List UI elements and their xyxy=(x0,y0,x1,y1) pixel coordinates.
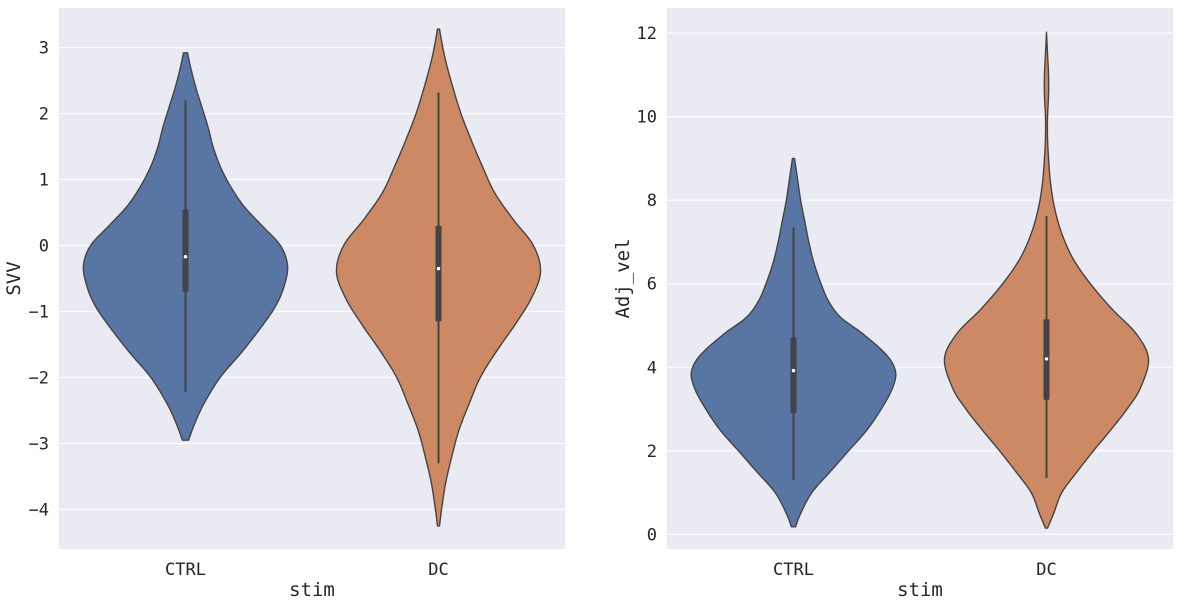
y-tick-label: 1 xyxy=(39,171,49,191)
x-tick-label: DC xyxy=(1036,560,1056,580)
violin-dc xyxy=(335,28,542,527)
x-tick-label: CTRL xyxy=(773,560,814,580)
y-tick-label: 2 xyxy=(647,442,657,462)
violin-median xyxy=(791,368,796,373)
violin-median xyxy=(436,266,441,271)
y-tick-label: 0 xyxy=(647,525,657,545)
y-tick-label: 3 xyxy=(39,39,49,59)
violin-iqr-box xyxy=(790,337,797,414)
violin-ctrl xyxy=(690,157,897,528)
y-axis-label: SVV xyxy=(3,261,25,295)
plot-background xyxy=(667,8,1173,549)
violin-dc xyxy=(943,31,1150,529)
subplot-1: −4 −3 −2 −1 0 1 2 3 CTRL DC stim SVV xyxy=(3,8,565,601)
y-tick-label: 12 xyxy=(637,24,657,44)
y-tick-label: −3 xyxy=(29,434,49,454)
violin-median xyxy=(1044,357,1049,361)
y-tick-label: 10 xyxy=(637,108,657,128)
y-tick-label: −4 xyxy=(29,500,49,520)
y-tick-label: 4 xyxy=(647,358,657,378)
violin-iqr-box xyxy=(435,225,442,322)
y-tick-label: −2 xyxy=(29,368,49,388)
violin-ctrl xyxy=(82,52,289,441)
subplot-2: 0 2 4 6 8 10 12 CTRL DC stim Adj_vel xyxy=(612,8,1173,601)
x-tick-label: DC xyxy=(428,560,448,580)
x-tick-label: CTRL xyxy=(165,560,206,580)
violin-median xyxy=(183,255,188,259)
y-tick-label: 0 xyxy=(39,237,49,257)
y-tick-label: 8 xyxy=(647,191,657,211)
y-axis-label: Adj_vel xyxy=(612,238,634,318)
x-axis-label: stim xyxy=(289,579,335,601)
violin-iqr-box xyxy=(182,209,189,292)
y-tick-label: 6 xyxy=(647,275,657,295)
y-tick-label: 2 xyxy=(39,105,49,125)
x-axis-label: stim xyxy=(897,579,943,601)
y-tick-label: −1 xyxy=(29,302,49,322)
